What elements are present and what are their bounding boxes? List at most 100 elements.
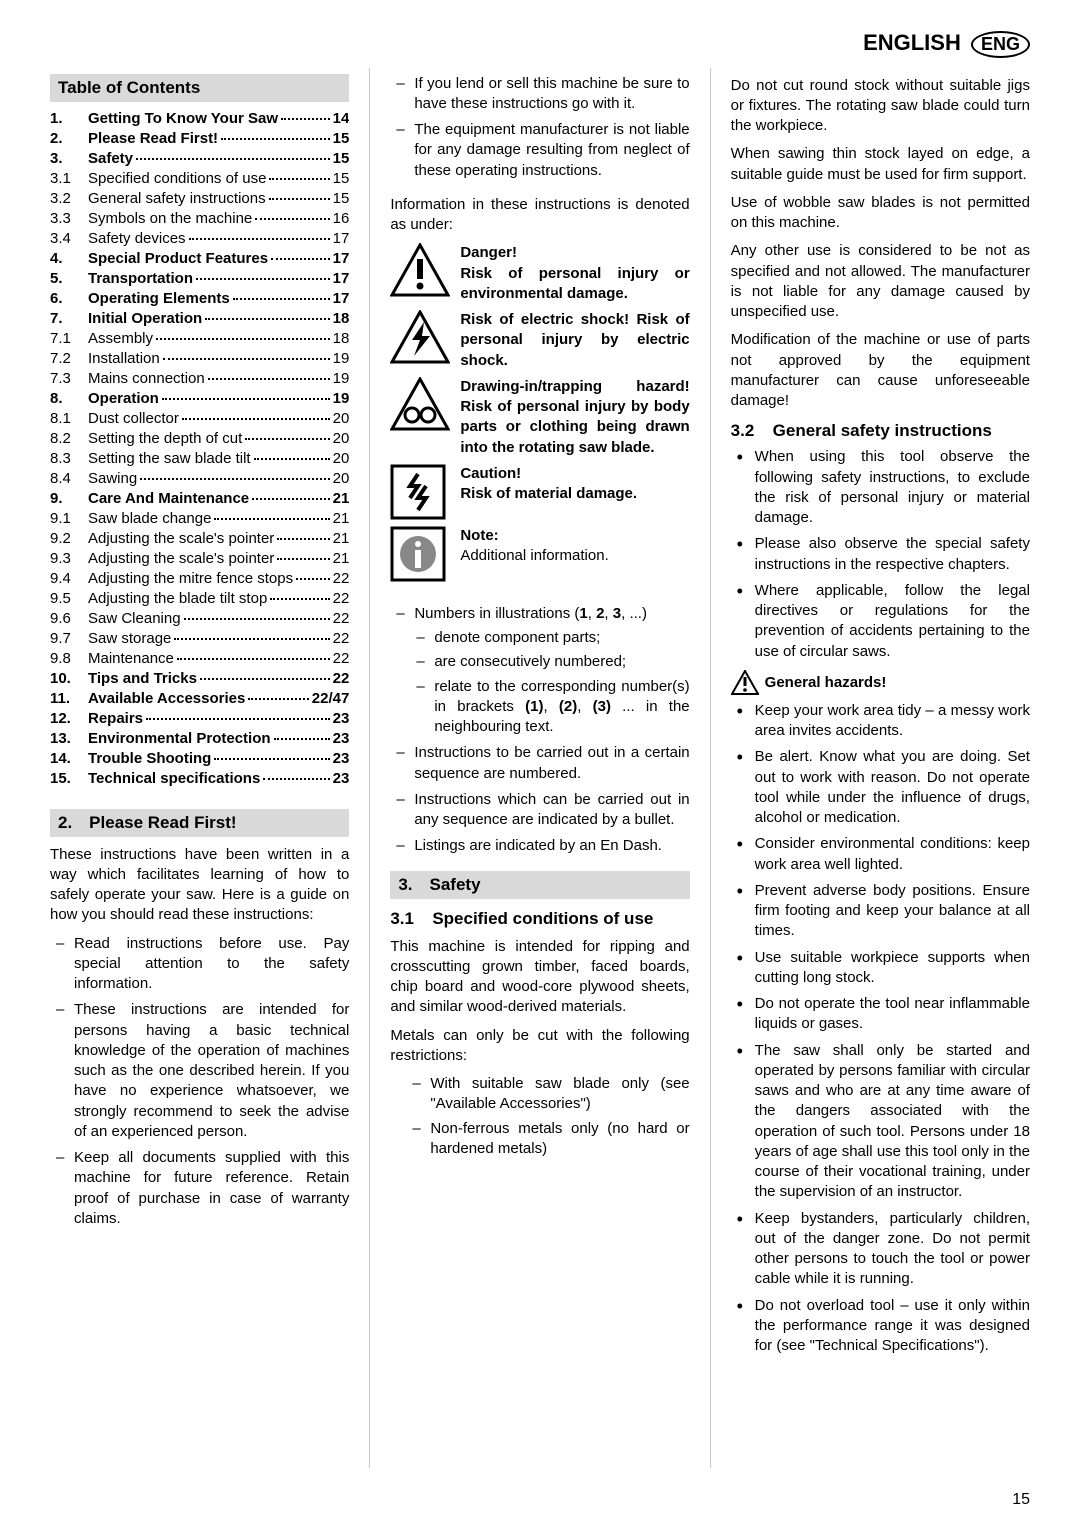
toc-row: 9.6Saw Cleaning22 bbox=[50, 610, 349, 627]
toc-num: 7.3 bbox=[50, 370, 88, 387]
toc-num: 3.4 bbox=[50, 230, 88, 247]
toc-page: 20 bbox=[333, 450, 350, 467]
toc-title: Saw storage bbox=[88, 630, 171, 647]
toc-row: 1.Getting To Know Your Saw14 bbox=[50, 110, 349, 127]
toc-num: 7.2 bbox=[50, 350, 88, 367]
hazard-text: Risk of electric shock! Risk of personal… bbox=[460, 310, 689, 371]
toc-page: 15 bbox=[333, 130, 350, 147]
toc-num: 15. bbox=[50, 770, 88, 787]
toc-dots bbox=[274, 738, 330, 740]
illus-item: are consecutively numbered; bbox=[434, 652, 689, 672]
toc-page: 17 bbox=[333, 250, 350, 267]
column-1: Table of Contents 1.Getting To Know Your… bbox=[50, 68, 349, 1468]
p31g: Modification of the machine or use of pa… bbox=[731, 330, 1030, 411]
list32b-item: Keep your work area tidy – a messy work … bbox=[755, 701, 1030, 742]
toc-page: 22 bbox=[333, 630, 350, 647]
toc-num: 10. bbox=[50, 670, 88, 687]
toc-dots bbox=[296, 578, 330, 580]
toc-num: 9.7 bbox=[50, 630, 88, 647]
toc-dots bbox=[233, 298, 330, 300]
list32b-item: Prevent adverse body positions. Ensure f… bbox=[755, 881, 1030, 942]
toc-num: 9.1 bbox=[50, 510, 88, 527]
toc-dots bbox=[174, 638, 329, 640]
toc-row: 9.2Adjusting the scale's pointer21 bbox=[50, 530, 349, 547]
p31d: When sawing thin stock layed on edge, a … bbox=[731, 144, 1030, 185]
toc-num: 9.6 bbox=[50, 610, 88, 627]
toc-page: 19 bbox=[333, 350, 350, 367]
sub-32: 3.2 General safety instructions bbox=[731, 421, 1030, 441]
lang-badge: ENG bbox=[971, 31, 1030, 58]
toc-title: Adjusting the scale's pointer bbox=[88, 550, 274, 567]
toc-dots bbox=[136, 158, 330, 160]
toc-page: 17 bbox=[333, 270, 350, 287]
toc-page: 23 bbox=[333, 730, 350, 747]
list31-item: Non-ferrous metals only (no hard or hard… bbox=[430, 1119, 689, 1160]
toc-dots bbox=[162, 398, 330, 400]
general-hazards-head: General hazards! bbox=[731, 670, 1030, 695]
toc-row: 3.4Safety devices17 bbox=[50, 230, 349, 247]
toc-dots bbox=[205, 318, 329, 320]
content-columns: Table of Contents 1.Getting To Know Your… bbox=[50, 68, 1030, 1468]
page-number: 15 bbox=[1012, 1491, 1030, 1509]
toc-row: 7.Initial Operation18 bbox=[50, 310, 349, 327]
toc-num: 2. bbox=[50, 130, 88, 147]
toc-title: General safety instructions bbox=[88, 190, 266, 207]
toc-page: 22/47 bbox=[312, 690, 350, 707]
hazard-text: Danger! Risk of personal injury or envir… bbox=[460, 243, 689, 304]
toc-title: Setting the saw blade tilt bbox=[88, 450, 251, 467]
toc-title: Getting To Know Your Saw bbox=[88, 110, 278, 127]
list32a-item: Please also observe the special safety i… bbox=[755, 534, 1030, 575]
toc-page: 21 bbox=[333, 550, 350, 567]
toc-num: 7. bbox=[50, 310, 88, 327]
shock-triangle-icon bbox=[390, 310, 450, 371]
page-header: ENGLISH ENG bbox=[50, 30, 1030, 58]
toc-title: Maintenance bbox=[88, 650, 174, 667]
toc-page: 22 bbox=[333, 610, 350, 627]
toc-row: 9.4Adjusting the mitre fence stops22 bbox=[50, 570, 349, 587]
toc-num: 8.1 bbox=[50, 410, 88, 427]
toc-num: 8.3 bbox=[50, 450, 88, 467]
toc-page: 17 bbox=[333, 290, 350, 307]
toc-page: 14 bbox=[333, 110, 350, 127]
warn-triangle-icon bbox=[731, 670, 759, 695]
illus-item: relate to the corresponding number(s) in… bbox=[434, 677, 689, 738]
toc-title: Mains connection bbox=[88, 370, 205, 387]
toc-page: 19 bbox=[333, 370, 350, 387]
toc-row: 15.Technical specifications23 bbox=[50, 770, 349, 787]
hazard-text: Drawing-in/trapping hazard! Risk of pers… bbox=[460, 377, 689, 458]
toc-num: 14. bbox=[50, 750, 88, 767]
list31: With suitable saw blade only (see "Avail… bbox=[390, 1074, 689, 1159]
toc-page: 18 bbox=[333, 330, 350, 347]
list32a-item: Where applicable, follow the legal direc… bbox=[755, 581, 1030, 662]
toc-dots bbox=[177, 658, 330, 660]
sec2-item: If you lend or sell this machine be sure… bbox=[414, 74, 689, 115]
toc-title: Please Read First! bbox=[88, 130, 218, 147]
toc-num: 9.8 bbox=[50, 650, 88, 667]
illus-list: Numbers in illustrations (1, 2, 3, ...) … bbox=[390, 604, 689, 857]
toc-dots bbox=[277, 558, 329, 560]
danger-triangle-icon bbox=[390, 243, 450, 304]
toc-page: 22 bbox=[333, 650, 350, 667]
info-tail-item: Instructions which can be carried out in… bbox=[414, 790, 689, 831]
toc-row: 9.3Adjusting the scale's pointer21 bbox=[50, 550, 349, 567]
toc-row: 11.Available Accessories22/47 bbox=[50, 690, 349, 707]
toc-num: 8. bbox=[50, 390, 88, 407]
toc-title: Care And Maintenance bbox=[88, 490, 249, 507]
sec2-heading: 2. Please Read First! bbox=[50, 809, 349, 837]
toc-page: 21 bbox=[333, 490, 350, 507]
toc-heading: Table of Contents bbox=[50, 74, 349, 102]
toc-dots bbox=[252, 498, 329, 500]
toc-dots bbox=[208, 378, 330, 380]
toc-title: Repairs bbox=[88, 710, 143, 727]
toc-row: 9.Care And Maintenance21 bbox=[50, 490, 349, 507]
toc-page: 23 bbox=[333, 770, 350, 787]
toc-title: Specified conditions of use bbox=[88, 170, 266, 187]
toc-page: 23 bbox=[333, 750, 350, 767]
list32b-item: Do not overload tool – use it only withi… bbox=[755, 1296, 1030, 1357]
toc-title: Tips and Tricks bbox=[88, 670, 197, 687]
toc-title: Environmental Protection bbox=[88, 730, 271, 747]
sec3-heading: 3. Safety bbox=[390, 871, 689, 899]
toc-dots bbox=[269, 178, 329, 180]
toc-row: 8.Operation19 bbox=[50, 390, 349, 407]
toc-page: 16 bbox=[333, 210, 350, 227]
